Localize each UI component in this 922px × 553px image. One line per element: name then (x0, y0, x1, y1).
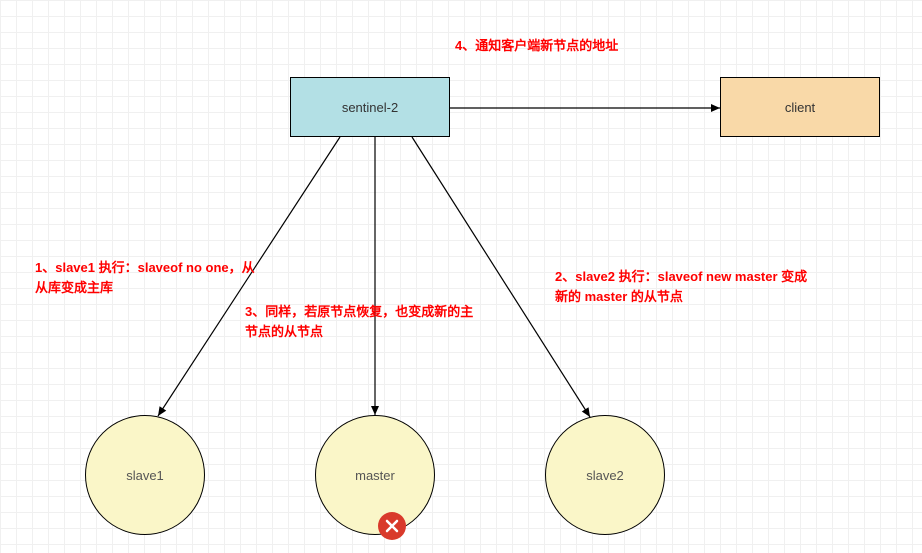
annotation-2-text: 2、slave2 执行：slaveof new master 变成新的 mast… (555, 269, 807, 304)
node-sentinel: sentinel-2 (290, 77, 450, 137)
fail-icon (378, 512, 406, 540)
node-sentinel-label: sentinel-2 (342, 100, 398, 115)
annotation-1-text: 1、slave1 执行：slaveof no one，从从库变成主库 (35, 260, 255, 295)
node-slave2: slave2 (545, 415, 665, 535)
node-master-label: master (355, 468, 395, 483)
node-slave2-label: slave2 (586, 468, 624, 483)
annotation-3: 3、同样，若原节点恢复，也变成新的主节点的从节点 (245, 302, 485, 341)
node-slave1: slave1 (85, 415, 205, 535)
annotation-4-text: 4、通知客户端新节点的地址 (455, 38, 618, 53)
node-master: master (315, 415, 435, 535)
annotation-4: 4、通知客户端新节点的地址 (455, 36, 755, 56)
annotation-2: 2、slave2 执行：slaveof new master 变成新的 mast… (555, 267, 815, 306)
node-client-label: client (785, 100, 815, 115)
node-client: client (720, 77, 880, 137)
annotation-3-text: 3、同样，若原节点恢复，也变成新的主节点的从节点 (245, 304, 473, 339)
diagram-canvas: sentinel-2 client slave1 master slave2 1… (0, 0, 922, 553)
annotation-1: 1、slave1 执行：slaveof no one，从从库变成主库 (35, 258, 265, 297)
node-slave1-label: slave1 (126, 468, 164, 483)
